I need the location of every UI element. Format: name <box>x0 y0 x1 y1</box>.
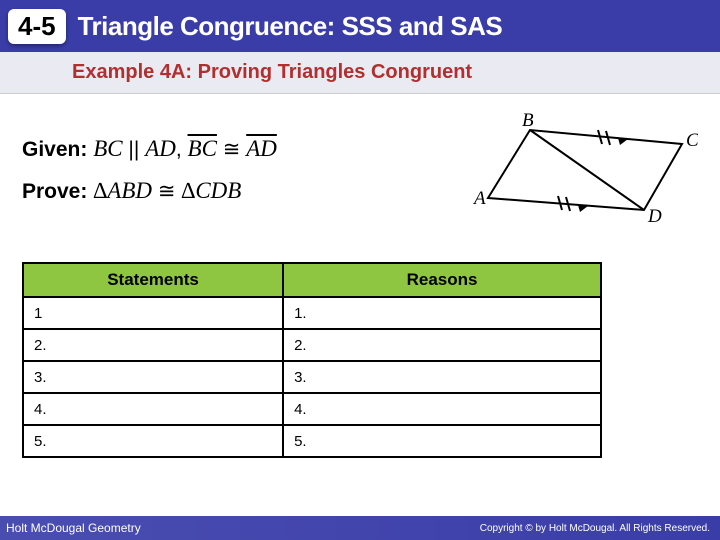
table-row: 4.4. <box>23 393 601 425</box>
reason-cell: 4. <box>283 393 601 425</box>
svg-text:B: B <box>522 110 534 131</box>
congruent-symbol-1: ≅ <box>217 138 246 161</box>
reason-cell: 2. <box>283 329 601 361</box>
parallel-symbol: || <box>123 138 146 161</box>
prove-label: Prove: <box>22 180 87 203</box>
given-row: Given: BC || AD, BC ≅ AD Prove: ∆ABD ≅ ∆… <box>22 110 698 230</box>
statement-cell: 5. <box>23 425 283 457</box>
svg-text:C: C <box>686 130 698 151</box>
proof-table: Statements Reasons 11. 2.2. 3.3. 4.4. 5.… <box>22 262 602 458</box>
table-row: 3.3. <box>23 361 601 393</box>
svg-text:D: D <box>647 206 662 227</box>
statement-cell: 2. <box>23 329 283 361</box>
seg-ad-1: AD <box>145 136 176 161</box>
prove-line: Prove: ∆ABD ≅ ∆CDB <box>22 178 277 204</box>
table-row: 2.2. <box>23 329 601 361</box>
seg-bc-2: BC <box>188 136 217 161</box>
given-line: Given: BC || AD, BC ≅ AD <box>22 136 277 162</box>
content-area: Given: BC || AD, BC ≅ AD Prove: ∆ABD ≅ ∆… <box>0 94 720 240</box>
statements-header: Statements <box>23 263 283 297</box>
reasons-header: Reasons <box>283 263 601 297</box>
statement-cell: 4. <box>23 393 283 425</box>
reason-cell: 5. <box>283 425 601 457</box>
statement-cell: 1 <box>23 297 283 329</box>
reason-cell: 1. <box>283 297 601 329</box>
parallelogram-diagram: A B C D <box>468 110 698 230</box>
header-bar: 4-5 Triangle Congruence: SSS and SAS <box>0 0 720 52</box>
table-header-row: Statements Reasons <box>23 263 601 297</box>
reason-cell: 3. <box>283 361 601 393</box>
footer-bar: Holt McDougal Geometry Copyright © by Ho… <box>0 516 720 540</box>
footer-copyright: Copyright © by Holt McDougal. All Rights… <box>480 523 710 534</box>
statement-cell: 3. <box>23 361 283 393</box>
given-label: Given: <box>22 138 87 161</box>
footer-brand: Holt McDougal Geometry <box>6 521 141 535</box>
subtitle-bar: Example 4A: Proving Triangles Congruent <box>0 52 720 94</box>
seg-bc-1: BC <box>93 136 122 161</box>
svg-text:A: A <box>472 188 486 209</box>
table-row: 5.5. <box>23 425 601 457</box>
lesson-title: Triangle Congruence: SSS and SAS <box>78 11 503 42</box>
table-row: 11. <box>23 297 601 329</box>
triangle-cdb: ∆CDB <box>181 178 241 203</box>
lesson-badge: 4-5 <box>8 9 66 44</box>
seg-ad-2: AD <box>246 136 277 161</box>
triangle-abd: ∆ABD <box>93 178 152 203</box>
example-title: Example 4A: Proving Triangles Congruent <box>72 61 472 84</box>
congruent-symbol-2: ≅ <box>152 180 181 203</box>
comma-sep: , <box>176 138 188 161</box>
